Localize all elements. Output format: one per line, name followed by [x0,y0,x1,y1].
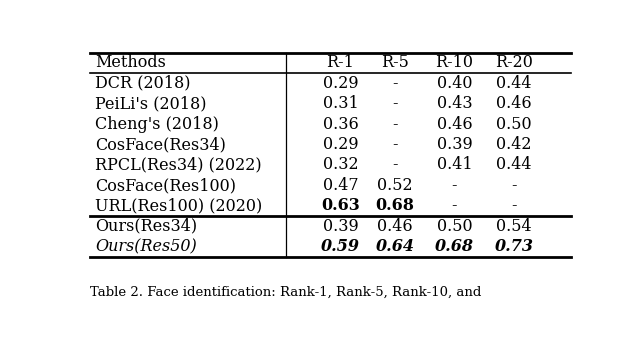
Text: -: - [392,156,397,173]
Text: 0.42: 0.42 [496,136,532,153]
Text: 0.63: 0.63 [321,197,360,214]
Text: 0.31: 0.31 [323,95,358,112]
Text: R-20: R-20 [495,54,533,71]
Text: 0.52: 0.52 [377,177,413,194]
Text: 0.50: 0.50 [436,218,472,235]
Text: 0.44: 0.44 [496,75,532,92]
Text: -: - [392,75,397,92]
Text: 0.47: 0.47 [323,177,358,194]
Text: 0.64: 0.64 [376,238,415,255]
Text: -: - [392,136,397,153]
Text: 0.43: 0.43 [436,95,472,112]
Text: 0.68: 0.68 [376,197,415,214]
Text: 0.44: 0.44 [496,156,532,173]
Text: Ours(Res34): Ours(Res34) [95,218,197,235]
Text: 0.40: 0.40 [436,75,472,92]
Text: 0.68: 0.68 [435,238,474,255]
Text: CosFace(Res100): CosFace(Res100) [95,177,236,194]
Text: 0.46: 0.46 [377,218,413,235]
Text: 0.32: 0.32 [323,156,358,173]
Text: R-5: R-5 [381,54,409,71]
Text: -: - [511,197,516,214]
Text: CosFace(Res34): CosFace(Res34) [95,136,226,153]
Text: 0.39: 0.39 [323,218,358,235]
Text: Ours(Res50): Ours(Res50) [95,238,196,255]
Text: DCR (2018): DCR (2018) [95,75,190,92]
Text: -: - [511,177,516,194]
Text: 0.73: 0.73 [495,238,534,255]
Text: 0.36: 0.36 [323,116,358,133]
Text: 0.41: 0.41 [436,156,472,173]
Text: Table 2. Face identification: Rank-1, Rank-5, Rank-10, and: Table 2. Face identification: Rank-1, Ra… [90,285,481,298]
Text: Methods: Methods [95,54,166,71]
Text: URL(Res100) (2020): URL(Res100) (2020) [95,197,262,214]
Text: 0.54: 0.54 [496,218,532,235]
Text: 0.50: 0.50 [496,116,532,133]
Text: PeiLi's (2018): PeiLi's (2018) [95,95,206,112]
Text: -: - [392,95,397,112]
Text: RPCL(Res34) (2022): RPCL(Res34) (2022) [95,156,262,173]
Text: 0.29: 0.29 [323,75,358,92]
Text: 0.46: 0.46 [436,116,472,133]
Text: 0.46: 0.46 [496,95,532,112]
Text: 0.29: 0.29 [323,136,358,153]
Text: -: - [452,177,457,194]
Text: R-1: R-1 [326,54,355,71]
Text: -: - [452,197,457,214]
Text: 0.59: 0.59 [321,238,360,255]
Text: R-10: R-10 [435,54,474,71]
Text: Cheng's (2018): Cheng's (2018) [95,116,219,133]
Text: -: - [392,116,397,133]
Text: 0.39: 0.39 [436,136,472,153]
